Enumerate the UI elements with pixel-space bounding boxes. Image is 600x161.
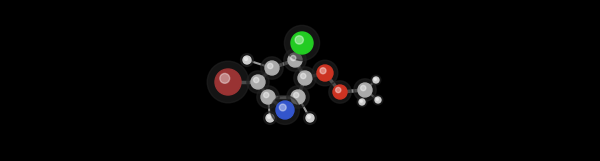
Circle shape [374, 78, 376, 80]
Circle shape [215, 69, 241, 95]
Circle shape [261, 90, 275, 104]
Circle shape [284, 49, 306, 71]
Circle shape [329, 81, 351, 103]
Circle shape [243, 56, 251, 64]
Circle shape [333, 85, 347, 99]
Circle shape [241, 54, 253, 66]
Circle shape [291, 32, 313, 54]
Circle shape [220, 73, 230, 83]
Circle shape [254, 77, 259, 83]
Circle shape [247, 71, 269, 93]
Circle shape [306, 114, 314, 122]
Circle shape [376, 98, 379, 100]
Circle shape [359, 99, 365, 105]
Circle shape [293, 92, 299, 98]
Circle shape [371, 75, 381, 85]
Circle shape [307, 115, 311, 118]
Circle shape [301, 73, 306, 79]
Circle shape [320, 68, 326, 74]
Circle shape [207, 61, 249, 103]
Circle shape [244, 57, 248, 60]
Circle shape [291, 90, 305, 104]
Circle shape [312, 60, 338, 86]
Circle shape [276, 101, 294, 119]
Circle shape [265, 61, 279, 75]
Circle shape [358, 83, 372, 97]
Circle shape [354, 79, 376, 101]
Circle shape [361, 85, 366, 91]
Circle shape [360, 100, 362, 102]
Circle shape [288, 53, 302, 67]
Circle shape [304, 112, 316, 124]
Circle shape [268, 63, 273, 69]
Circle shape [263, 112, 277, 124]
Circle shape [298, 71, 312, 85]
Circle shape [280, 104, 286, 111]
Circle shape [373, 95, 383, 105]
Circle shape [290, 55, 296, 61]
Circle shape [287, 86, 309, 108]
Circle shape [257, 86, 279, 108]
Circle shape [294, 67, 316, 89]
Circle shape [373, 77, 379, 83]
Circle shape [295, 36, 304, 44]
Circle shape [271, 96, 299, 124]
Circle shape [357, 97, 367, 107]
Circle shape [261, 57, 283, 79]
Circle shape [284, 25, 320, 61]
Circle shape [317, 65, 333, 81]
Circle shape [251, 75, 265, 89]
Circle shape [335, 87, 341, 93]
Circle shape [268, 115, 271, 118]
Circle shape [263, 92, 269, 98]
Circle shape [375, 97, 381, 103]
Circle shape [266, 114, 274, 122]
